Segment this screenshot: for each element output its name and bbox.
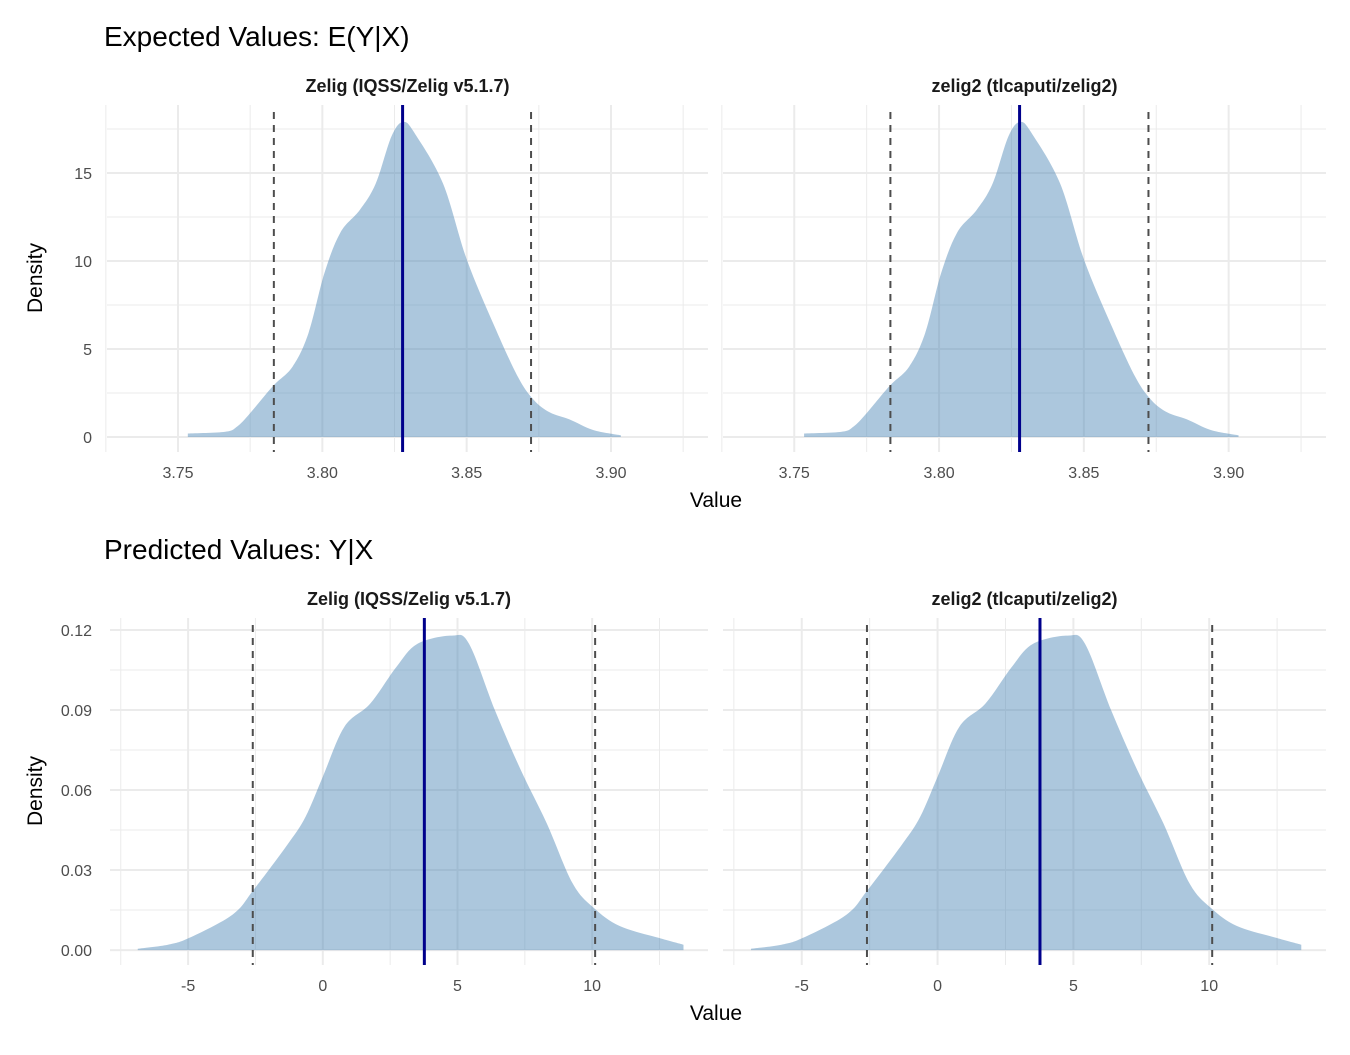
x-tick-label: -5 xyxy=(795,978,809,995)
y-axis-label: Density xyxy=(24,242,47,313)
facet-panel-1: zelig2 (tlcaputi/zelig2) -5 0 5 10 xyxy=(723,589,1326,995)
x-tick-label: 0 xyxy=(318,978,327,995)
x-tick-label: 3.85 xyxy=(1068,465,1099,482)
x-tick-label: 3.90 xyxy=(1213,465,1244,482)
x-tick-label: 3.80 xyxy=(923,465,954,482)
y-tick-label: 0 xyxy=(83,430,92,447)
y-tick-label: 5 xyxy=(83,342,92,359)
density-area xyxy=(804,121,1239,438)
facet-panel-0: Zelig (IQSS/Zelig v5.1.7) 3.75 3.80 3.85 3.9… xyxy=(105,76,708,482)
y-tick-label: 0.09 xyxy=(61,703,92,720)
x-tick-label: 3.90 xyxy=(595,465,626,482)
x-tick-label: 10 xyxy=(583,978,601,995)
x-tick-label: -5 xyxy=(181,978,195,995)
chart-row-0: Expected Values: E(Y|X) Density Value 0 5 10 1… xyxy=(24,21,1326,512)
x-tick-label: 3.85 xyxy=(451,465,482,482)
y-tick-label: 15 xyxy=(74,166,92,183)
facet-panel-1: zelig2 (tlcaputi/zelig2) 3.75 3.80 3.85 3.90 xyxy=(721,76,1326,482)
facet-strip-label: Zelig (IQSS/Zelig v5.1.7) xyxy=(305,76,509,96)
density-area xyxy=(137,634,684,951)
y-axis-label: Density xyxy=(24,755,47,826)
chart-row-1: Predicted Values: Y|X Density Value 0.00 0.0… xyxy=(24,534,1326,1025)
x-tick-label: 5 xyxy=(1069,978,1078,995)
y-tick-label: 0.12 xyxy=(61,623,92,640)
x-tick-label: 3.80 xyxy=(307,465,338,482)
x-tick-label: 10 xyxy=(1200,978,1218,995)
y-tick-label: 0.06 xyxy=(61,783,92,800)
facet-strip-label: zelig2 (tlcaputi/zelig2) xyxy=(931,589,1117,609)
facet-strip-label: zelig2 (tlcaputi/zelig2) xyxy=(931,76,1117,96)
x-tick-label: 5 xyxy=(453,978,462,995)
x-tick-label: 0 xyxy=(933,978,942,995)
y-tick-label: 0.00 xyxy=(61,943,92,960)
facet-strip-label: Zelig (IQSS/Zelig v5.1.7) xyxy=(307,589,511,609)
chart-title: Expected Values: E(Y|X) xyxy=(104,21,410,52)
y-tick-label: 0.03 xyxy=(61,863,92,880)
x-axis-label: Value xyxy=(690,489,742,512)
y-tick-label: 10 xyxy=(74,254,92,271)
density-area xyxy=(187,121,621,438)
facet-panel-0: Zelig (IQSS/Zelig v5.1.7) -5 0 5 10 xyxy=(110,589,708,995)
x-axis-label: Value xyxy=(690,1002,742,1025)
x-tick-label: 3.75 xyxy=(162,465,193,482)
density-area xyxy=(750,634,1302,951)
x-tick-label: 3.75 xyxy=(779,465,810,482)
chart-title: Predicted Values: Y|X xyxy=(104,534,374,565)
